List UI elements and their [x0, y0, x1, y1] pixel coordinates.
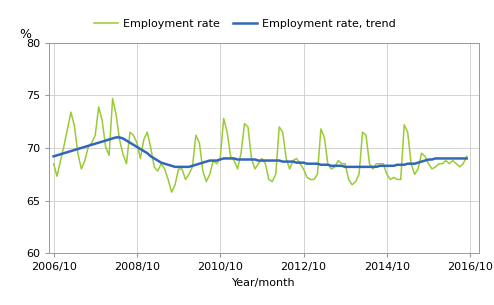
Employment rate, trend [342, 165, 348, 169]
X-axis label: Year/month: Year/month [233, 278, 296, 288]
Employment rate, trend [141, 149, 147, 153]
Employment rate, trend [172, 165, 178, 169]
Employment rate, trend [464, 156, 470, 160]
Employment rate, trend [384, 164, 390, 168]
Employment rate [110, 97, 116, 100]
Employment rate, trend [113, 135, 119, 139]
Employment rate [141, 138, 147, 141]
Employment rate, trend [165, 163, 171, 167]
Text: %: % [19, 27, 31, 41]
Employment rate [165, 178, 171, 181]
Line: Employment rate, trend: Employment rate, trend [53, 137, 467, 167]
Employment rate [168, 190, 174, 194]
Employment rate, trend [457, 156, 463, 160]
Line: Employment rate: Employment rate [53, 99, 467, 192]
Employment rate [464, 155, 470, 158]
Employment rate [457, 165, 463, 169]
Employment rate, trend [50, 155, 56, 158]
Employment rate [50, 162, 56, 166]
Employment rate [384, 172, 390, 176]
Employment rate [287, 167, 292, 171]
Legend: Employment rate, Employment rate, trend: Employment rate, Employment rate, trend [89, 15, 400, 34]
Employment rate [342, 162, 348, 166]
Employment rate, trend [287, 160, 292, 163]
